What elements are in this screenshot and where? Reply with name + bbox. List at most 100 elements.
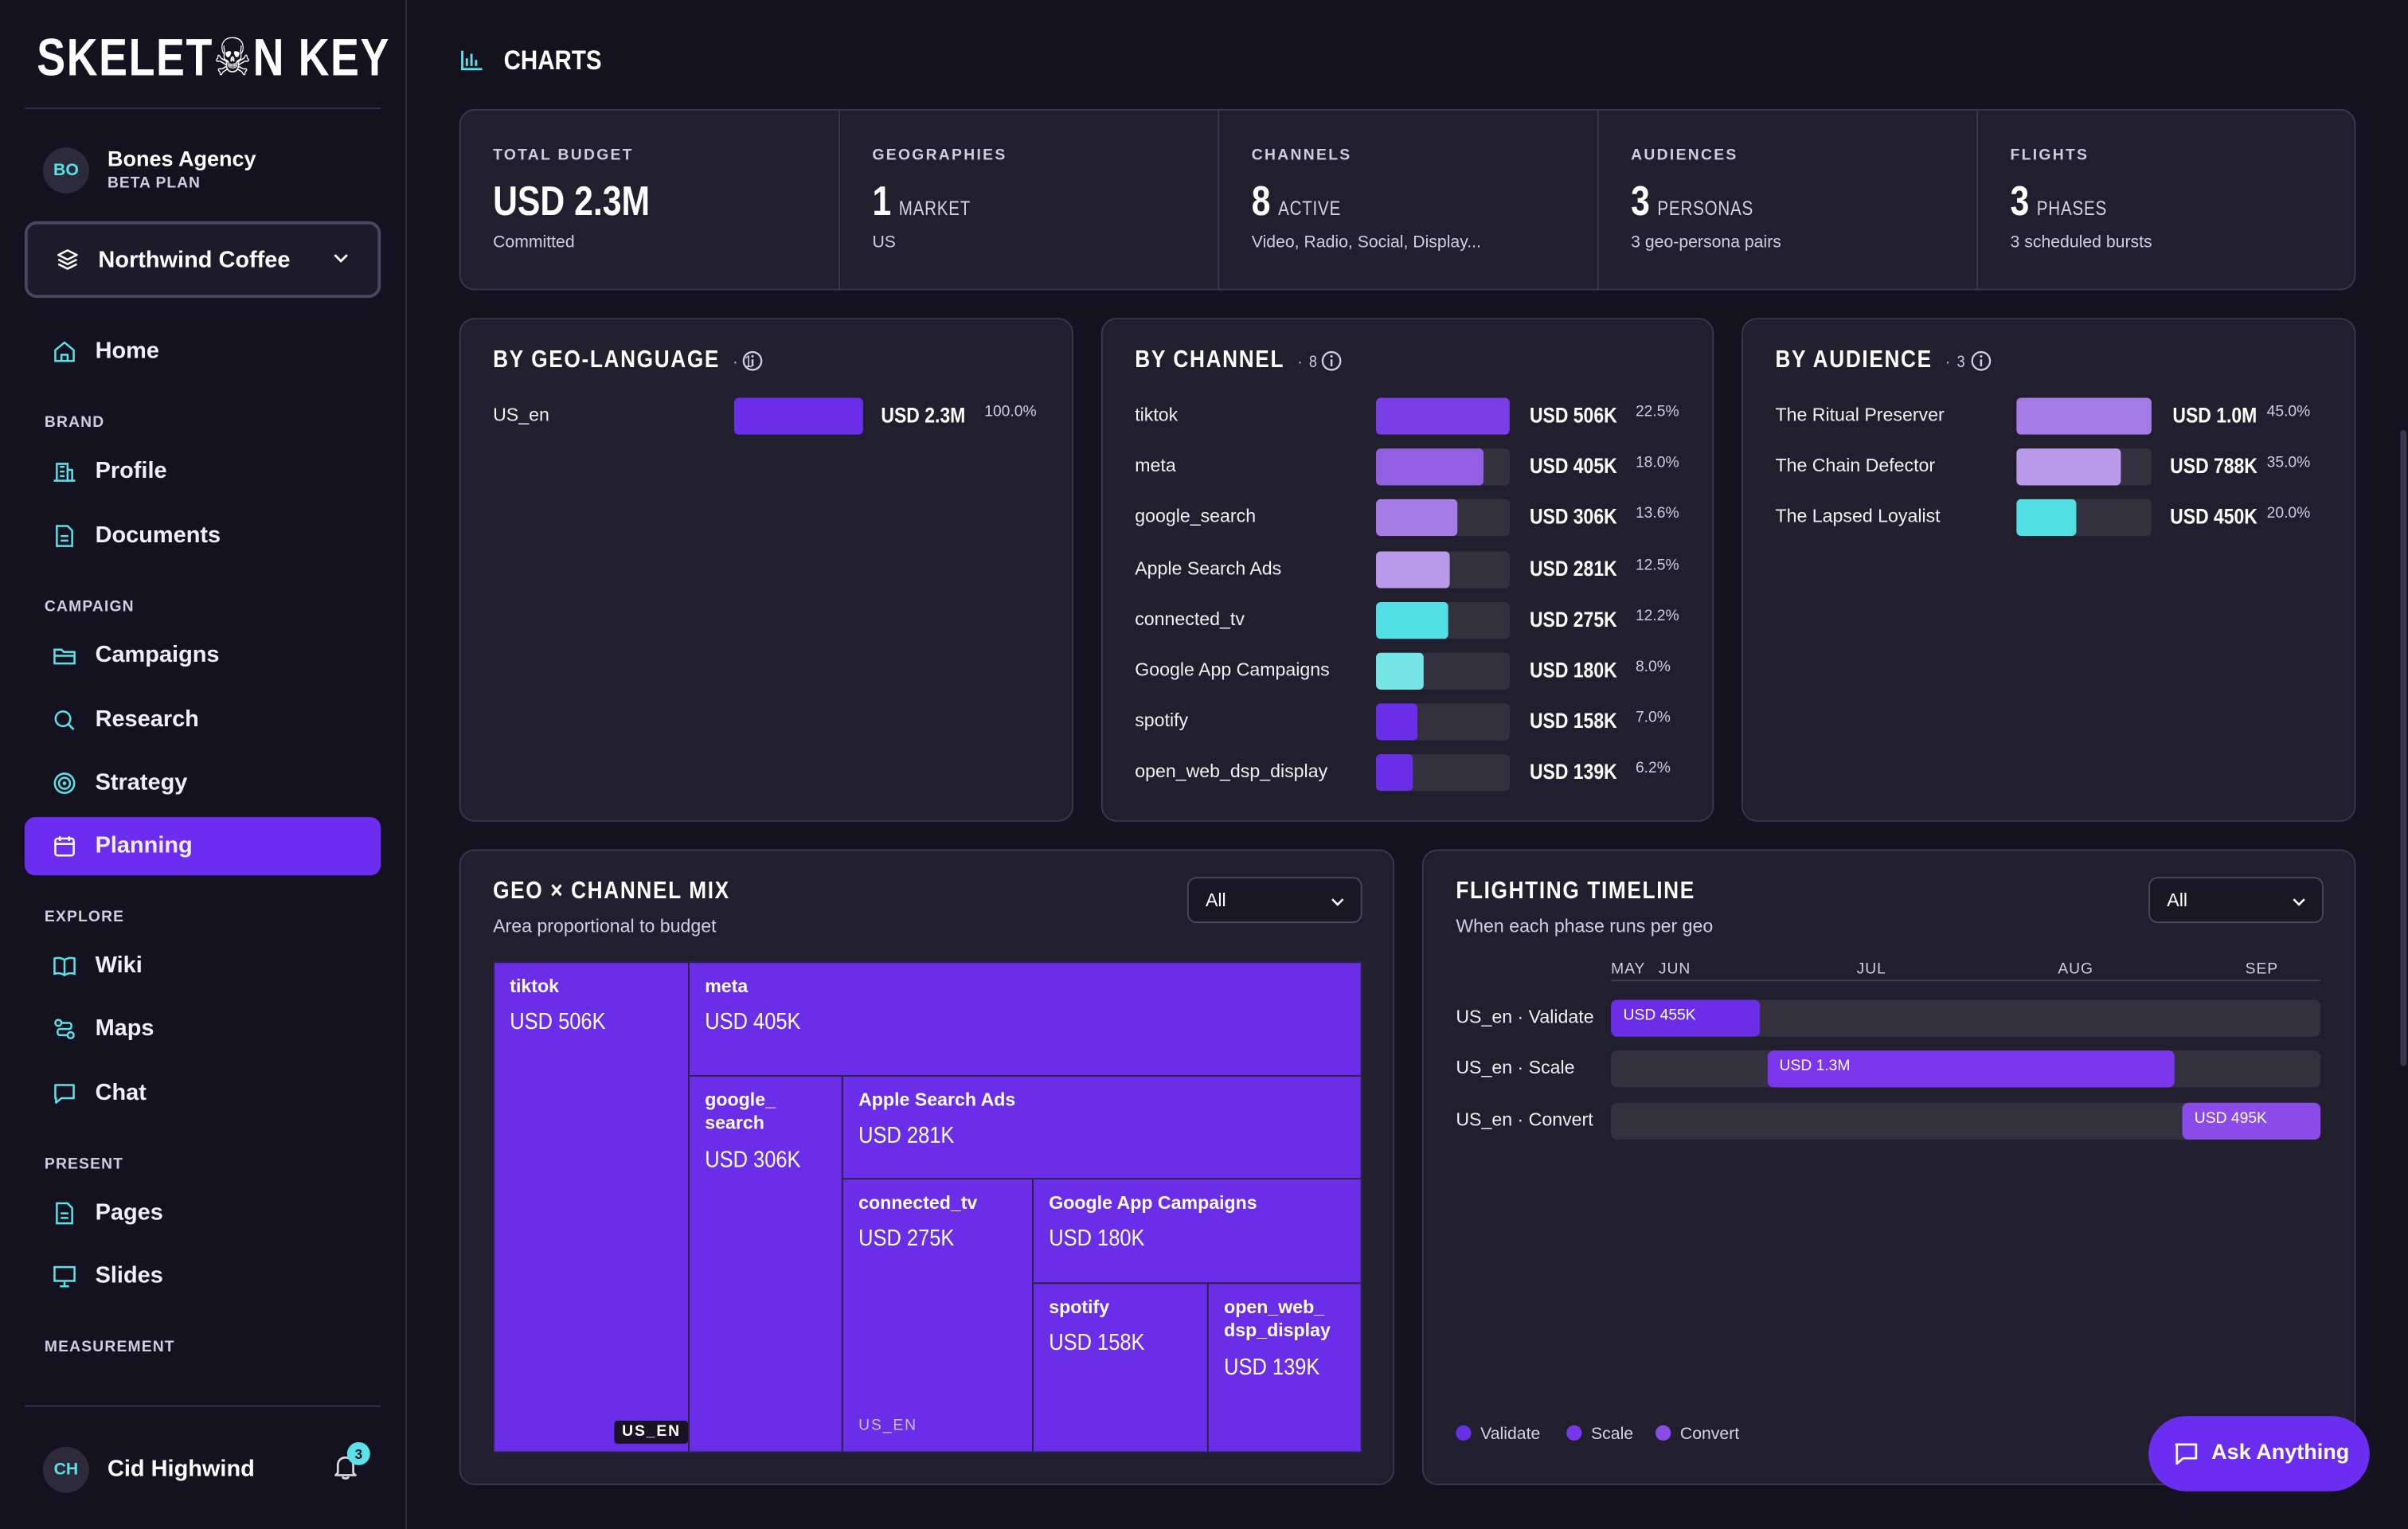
section-explore: EXPLORE (44, 909, 125, 926)
card-subtitle: When each phase runs per geo (1456, 915, 1714, 937)
timeline-bar[interactable]: USD 495K (2182, 1101, 2321, 1140)
bar-track (2016, 397, 2152, 435)
treemap: tiktok USD 506K US_EN meta USD 405K goog… (493, 961, 1362, 1453)
bar-track (2016, 448, 2152, 486)
bar-label: connected_tv (1135, 608, 1245, 630)
nav-chat-label: Chat (95, 1079, 147, 1106)
treemap-tile-google-app-campaigns[interactable]: Google App Campaigns USD 180K (1032, 1178, 1362, 1285)
nav-wiki[interactable]: Wiki (25, 937, 381, 995)
timeline-axis (1611, 980, 2321, 982)
bar-row[interactable]: The Ritual Preserver USD 1.0M 45.0% (1775, 397, 2328, 435)
info-icon[interactable] (1321, 350, 1343, 372)
bar-row[interactable]: google_search USD 306K 13.6% (1135, 499, 1687, 537)
bar-label: The Lapsed Loyalist (1775, 506, 1941, 528)
client-select[interactable]: Northwind Coffee (24, 221, 381, 299)
bar-label: Apple Search Ads (1135, 557, 1282, 579)
stat-total-budget: TOTAL BUDGET USD 2.3M Committed (461, 110, 840, 289)
geo-language-card: BY GEO-LANGUAGE · 1 US_en USD 2.3M 100.0% (459, 318, 1074, 822)
treemap-tile-apple-search-ads[interactable]: Apple Search Ads USD 281K (841, 1075, 1362, 1180)
legend-item: Scale (1566, 1425, 1633, 1444)
layers-icon (57, 249, 78, 270)
timeline-bar[interactable]: USD 1.3M (1767, 1050, 2175, 1089)
nav-home[interactable]: Home (25, 323, 381, 381)
bar-row[interactable]: tiktok USD 506K 22.5% (1135, 397, 1687, 435)
bar (1376, 397, 1510, 435)
channel-card: BY CHANNEL · 8 tiktok USD 506K 22.5% meta USD… (1100, 318, 1714, 822)
timeline-bar-value: USD 1.3M (1779, 1058, 1851, 1076)
bar (2016, 397, 2152, 435)
stat-value: 1 MARKET (872, 178, 971, 225)
bar (733, 397, 863, 435)
bar-row[interactable]: The Lapsed Loyalist USD 450K 20.0% (1775, 499, 2328, 537)
month-label: AUG (2058, 961, 2094, 979)
bar-row[interactable]: connected_tv USD 275K 12.2% (1135, 601, 1687, 639)
nav-slides[interactable]: Slides (25, 1247, 381, 1305)
legend-item: Convert (1656, 1425, 1739, 1444)
stat-flights: FLIGHTS 3 PHASES 3 scheduled bursts (1978, 111, 2357, 289)
nav-planning[interactable]: Planning (24, 817, 381, 876)
bar-value: USD 405K (1530, 453, 1617, 479)
bell-icon[interactable] (332, 1453, 360, 1480)
stat-geographies: GEOGRAPHIES 1 MARKET US (840, 110, 1220, 289)
bar-row[interactable]: Apple Search Ads USD 281K 12.5% (1135, 550, 1687, 588)
nav-documents[interactable]: Documents (25, 506, 381, 565)
geo-tag: US_EN (614, 1420, 689, 1444)
nav-profile-label: Profile (95, 457, 167, 484)
timeline-row: US_en · Convert USD 495K (1456, 1101, 2321, 1140)
user-menu[interactable]: CH Cid Highwind (43, 1446, 397, 1493)
org-switcher[interactable]: BO Bones Agency BETA PLAN (43, 146, 397, 209)
nav-chat[interactable]: Chat (25, 1065, 381, 1123)
geo-tag: US_EN (858, 1418, 918, 1435)
treemap-tile-tiktok[interactable]: tiktok USD 506K US_EN (493, 961, 690, 1453)
bar-value: USD 2.3M (882, 402, 967, 428)
notification-badge: 3 (346, 1441, 370, 1465)
info-icon[interactable] (742, 350, 764, 372)
ask-anything-button[interactable]: Ask Anything (2148, 1416, 2370, 1492)
nav-wiki-label: Wiki (95, 952, 143, 979)
bar-label: The Chain Defector (1775, 455, 1936, 477)
stat-label: CHANNELS (1251, 147, 1352, 165)
treemap-tile-open-web-dsp-display[interactable]: open_web_ dsp_display USD 139K (1206, 1282, 1362, 1453)
org-name: Bones Agency (108, 146, 256, 171)
bar-percent: 18.0% (1635, 455, 1679, 472)
bar-row[interactable]: Google App Campaigns USD 180K 8.0% (1135, 652, 1687, 690)
timeline-filter-select[interactable]: All (2148, 877, 2324, 924)
stat-channels: CHANNELS 8 ACTIVE Video, Radio, Social, D… (1219, 110, 1599, 289)
month-label: SEP (2245, 961, 2279, 979)
home-icon (54, 341, 75, 362)
nav-pages[interactable]: Pages (25, 1184, 381, 1242)
nav-documents-label: Documents (95, 522, 221, 549)
bar-row[interactable]: The Chain Defector USD 788K 35.0% (1775, 448, 2328, 486)
bar-row[interactable]: meta USD 405K 18.0% (1135, 448, 1687, 486)
building-icon (53, 463, 76, 482)
bar-track (1376, 754, 1510, 792)
treemap-tile-google-search[interactable]: google_ search USD 306K (688, 1075, 843, 1453)
bar-row[interactable]: open_web_dsp_display USD 139K 6.2% (1135, 754, 1687, 792)
timeline-row: US_en · Scale USD 1.3M (1456, 1050, 2321, 1089)
mix-filter-select[interactable]: All (1186, 877, 1362, 924)
treemap-tile-connected-tv[interactable]: connected_tv USD 275K US_EN (841, 1178, 1034, 1453)
bar-row[interactable]: US_en USD 2.3M 100.0% (493, 397, 1046, 435)
nav-profile[interactable]: Profile (25, 442, 381, 500)
timeline-bar[interactable]: USD 455K (1611, 999, 1761, 1037)
stat-sub: Committed (493, 233, 575, 252)
divider (24, 108, 381, 109)
calendar-icon (54, 836, 75, 857)
nav-strategy[interactable]: Strategy (25, 754, 381, 812)
bar-row[interactable]: spotify USD 158K 7.0% (1135, 703, 1687, 741)
treemap-tile-spotify[interactable]: spotify USD 158K (1032, 1282, 1209, 1453)
bar-track (733, 397, 863, 435)
treemap-tile-meta[interactable]: meta USD 405K (688, 961, 1362, 1077)
stat-sub: 3 scheduled bursts (2010, 233, 2152, 252)
nav-slides-label: Slides (95, 1262, 163, 1289)
nav-campaigns[interactable]: Campaigns (25, 627, 381, 685)
nav-maps[interactable]: Maps (25, 1000, 381, 1058)
scrollbar[interactable] (2400, 430, 2407, 1066)
timeline-track: USD 495K (1611, 1101, 2321, 1140)
info-icon[interactable] (1970, 350, 1992, 372)
bar-percent: 35.0% (2266, 455, 2311, 472)
timeline-bar-value: USD 455K (1623, 1007, 1696, 1025)
nav-research[interactable]: Research (25, 691, 381, 749)
user-name: Cid Highwind (108, 1456, 255, 1483)
bar-value: USD 450K (2170, 504, 2258, 530)
